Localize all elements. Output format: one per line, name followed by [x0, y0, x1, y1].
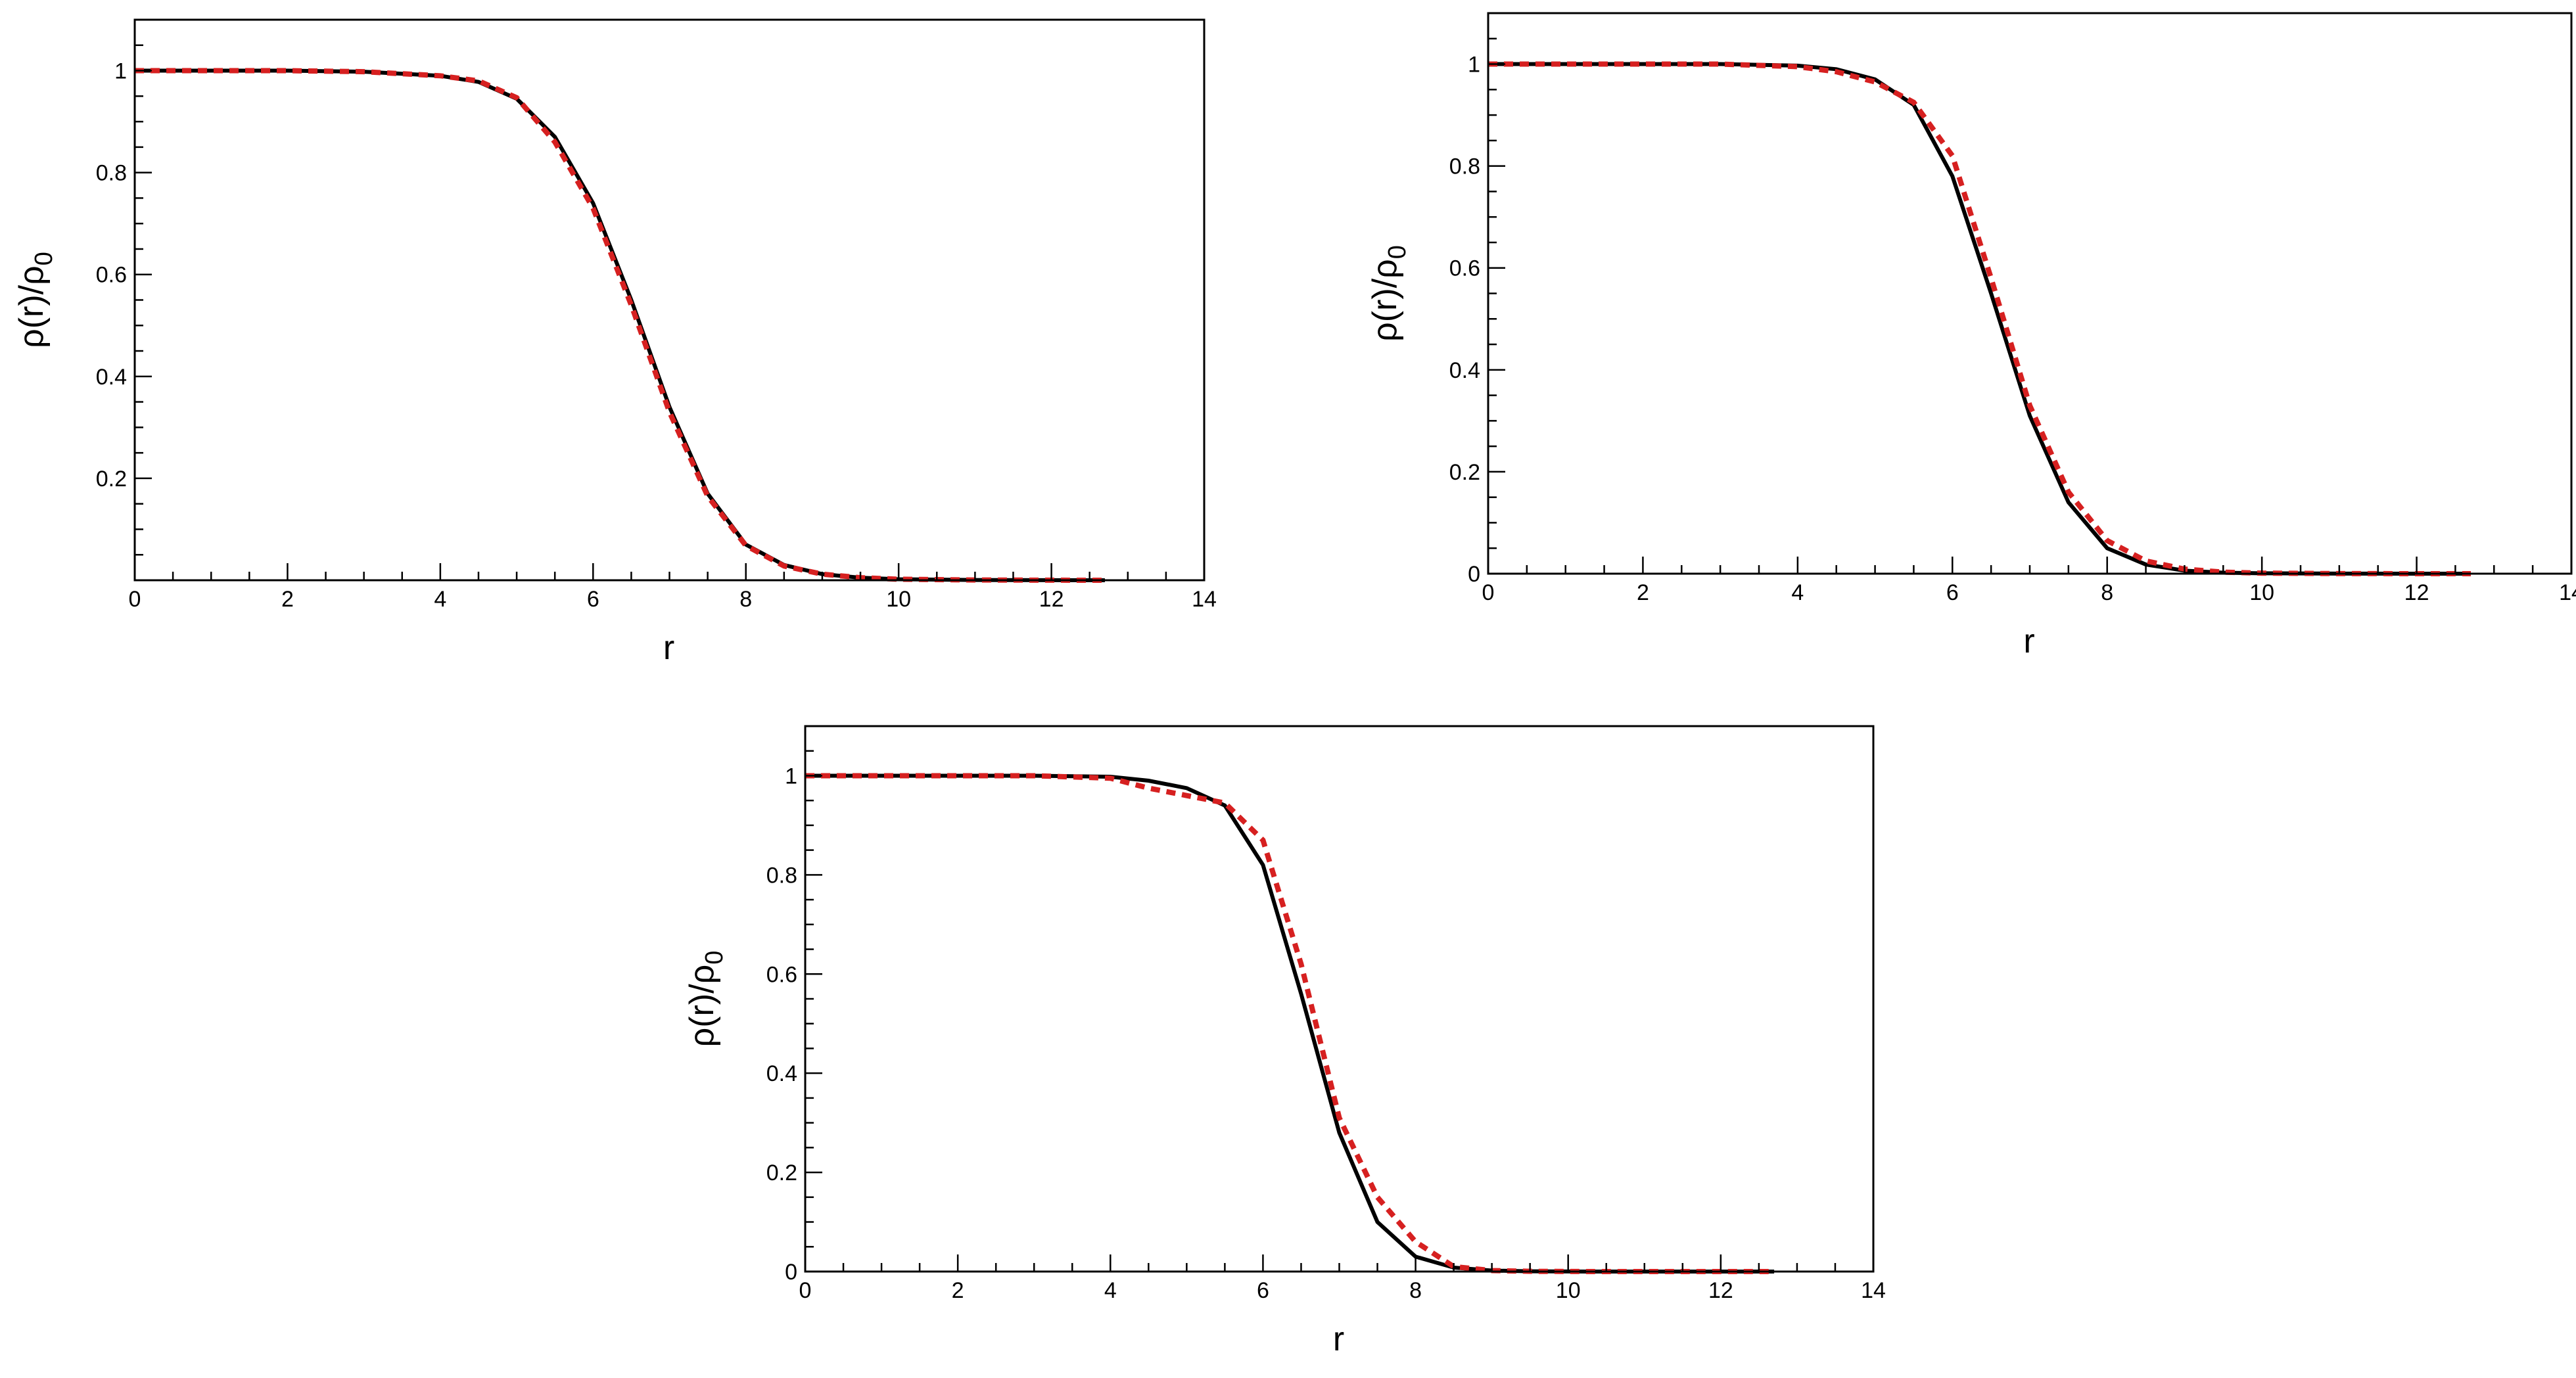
y-tick-label: 0.4	[766, 1061, 797, 1086]
y-axis-label: ρ(r)/ρ0	[1366, 245, 1411, 342]
y-tick-label: 0.4	[1449, 358, 1480, 383]
y-tick-label: 0.2	[1449, 460, 1480, 485]
y-tick-label: 0.6	[766, 962, 797, 987]
x-tick-label: 10	[1556, 1278, 1581, 1303]
x-axis-label: r	[663, 629, 674, 667]
y-axis-label: ρ(r)/ρ0	[12, 252, 58, 348]
y-tick-label: 0.8	[96, 161, 127, 186]
x-tick-label: 14	[1861, 1278, 1886, 1303]
plot-frame	[804, 725, 1875, 1273]
dashed-red-curve	[805, 773, 1775, 1274]
x-tick-label: 10	[886, 587, 911, 612]
y-tick-label: 0.2	[96, 467, 127, 492]
x-tick-label: 0	[799, 1278, 812, 1303]
dashed-red-curve	[135, 68, 1105, 583]
x-tick-label: 6	[587, 587, 599, 612]
x-tick-label: 10	[2249, 580, 2274, 605]
y-tick-label: 1	[114, 59, 127, 84]
y-tick-label: 1	[785, 764, 797, 789]
y-tick-label: 0	[785, 1260, 797, 1285]
x-tick-label: 2	[281, 587, 294, 612]
plot-area	[135, 68, 1105, 583]
x-tick-label: 4	[434, 587, 446, 612]
dashed-red-curve	[1488, 61, 2471, 576]
y-tick-label: 0.6	[1449, 256, 1480, 281]
x-tick-label: 2	[952, 1278, 964, 1303]
x-tick-label: 8	[1409, 1278, 1422, 1303]
solid-black-curve	[805, 773, 1775, 1274]
y-tick-label: 0.8	[766, 863, 797, 888]
x-axis-label: r	[1333, 1320, 1344, 1358]
x-tick-label: 6	[1257, 1278, 1269, 1303]
y-tick-label: 1	[1468, 53, 1480, 78]
x-tick-label: 14	[1192, 587, 1217, 612]
x-tick-label: 12	[2404, 580, 2429, 605]
x-tick-label: 4	[1791, 580, 1804, 605]
y-tick-label: 0.8	[1449, 154, 1480, 179]
x-tick-label: 14	[2559, 580, 2576, 605]
x-tick-label: 4	[1104, 1278, 1117, 1303]
y-tick-label: 0	[1468, 562, 1480, 587]
y-tick-label: 0.2	[766, 1160, 797, 1185]
x-tick-label: 8	[739, 587, 752, 612]
x-tick-label: 12	[1708, 1278, 1733, 1303]
y-tick-label: 0.4	[96, 365, 127, 390]
plot-area	[805, 773, 1775, 1274]
x-tick-label: 6	[1946, 580, 1959, 605]
x-axis-label: r	[2023, 622, 2034, 660]
x-tick-label: 8	[2101, 580, 2113, 605]
x-tick-label: 2	[1637, 580, 1649, 605]
y-tick-label: 0.6	[96, 263, 127, 288]
y-axis-label: ρ(r)/ρ0	[683, 951, 728, 1047]
x-tick-label: 0	[1482, 580, 1495, 605]
x-tick-label: 0	[129, 587, 141, 612]
x-tick-label: 12	[1039, 587, 1064, 612]
